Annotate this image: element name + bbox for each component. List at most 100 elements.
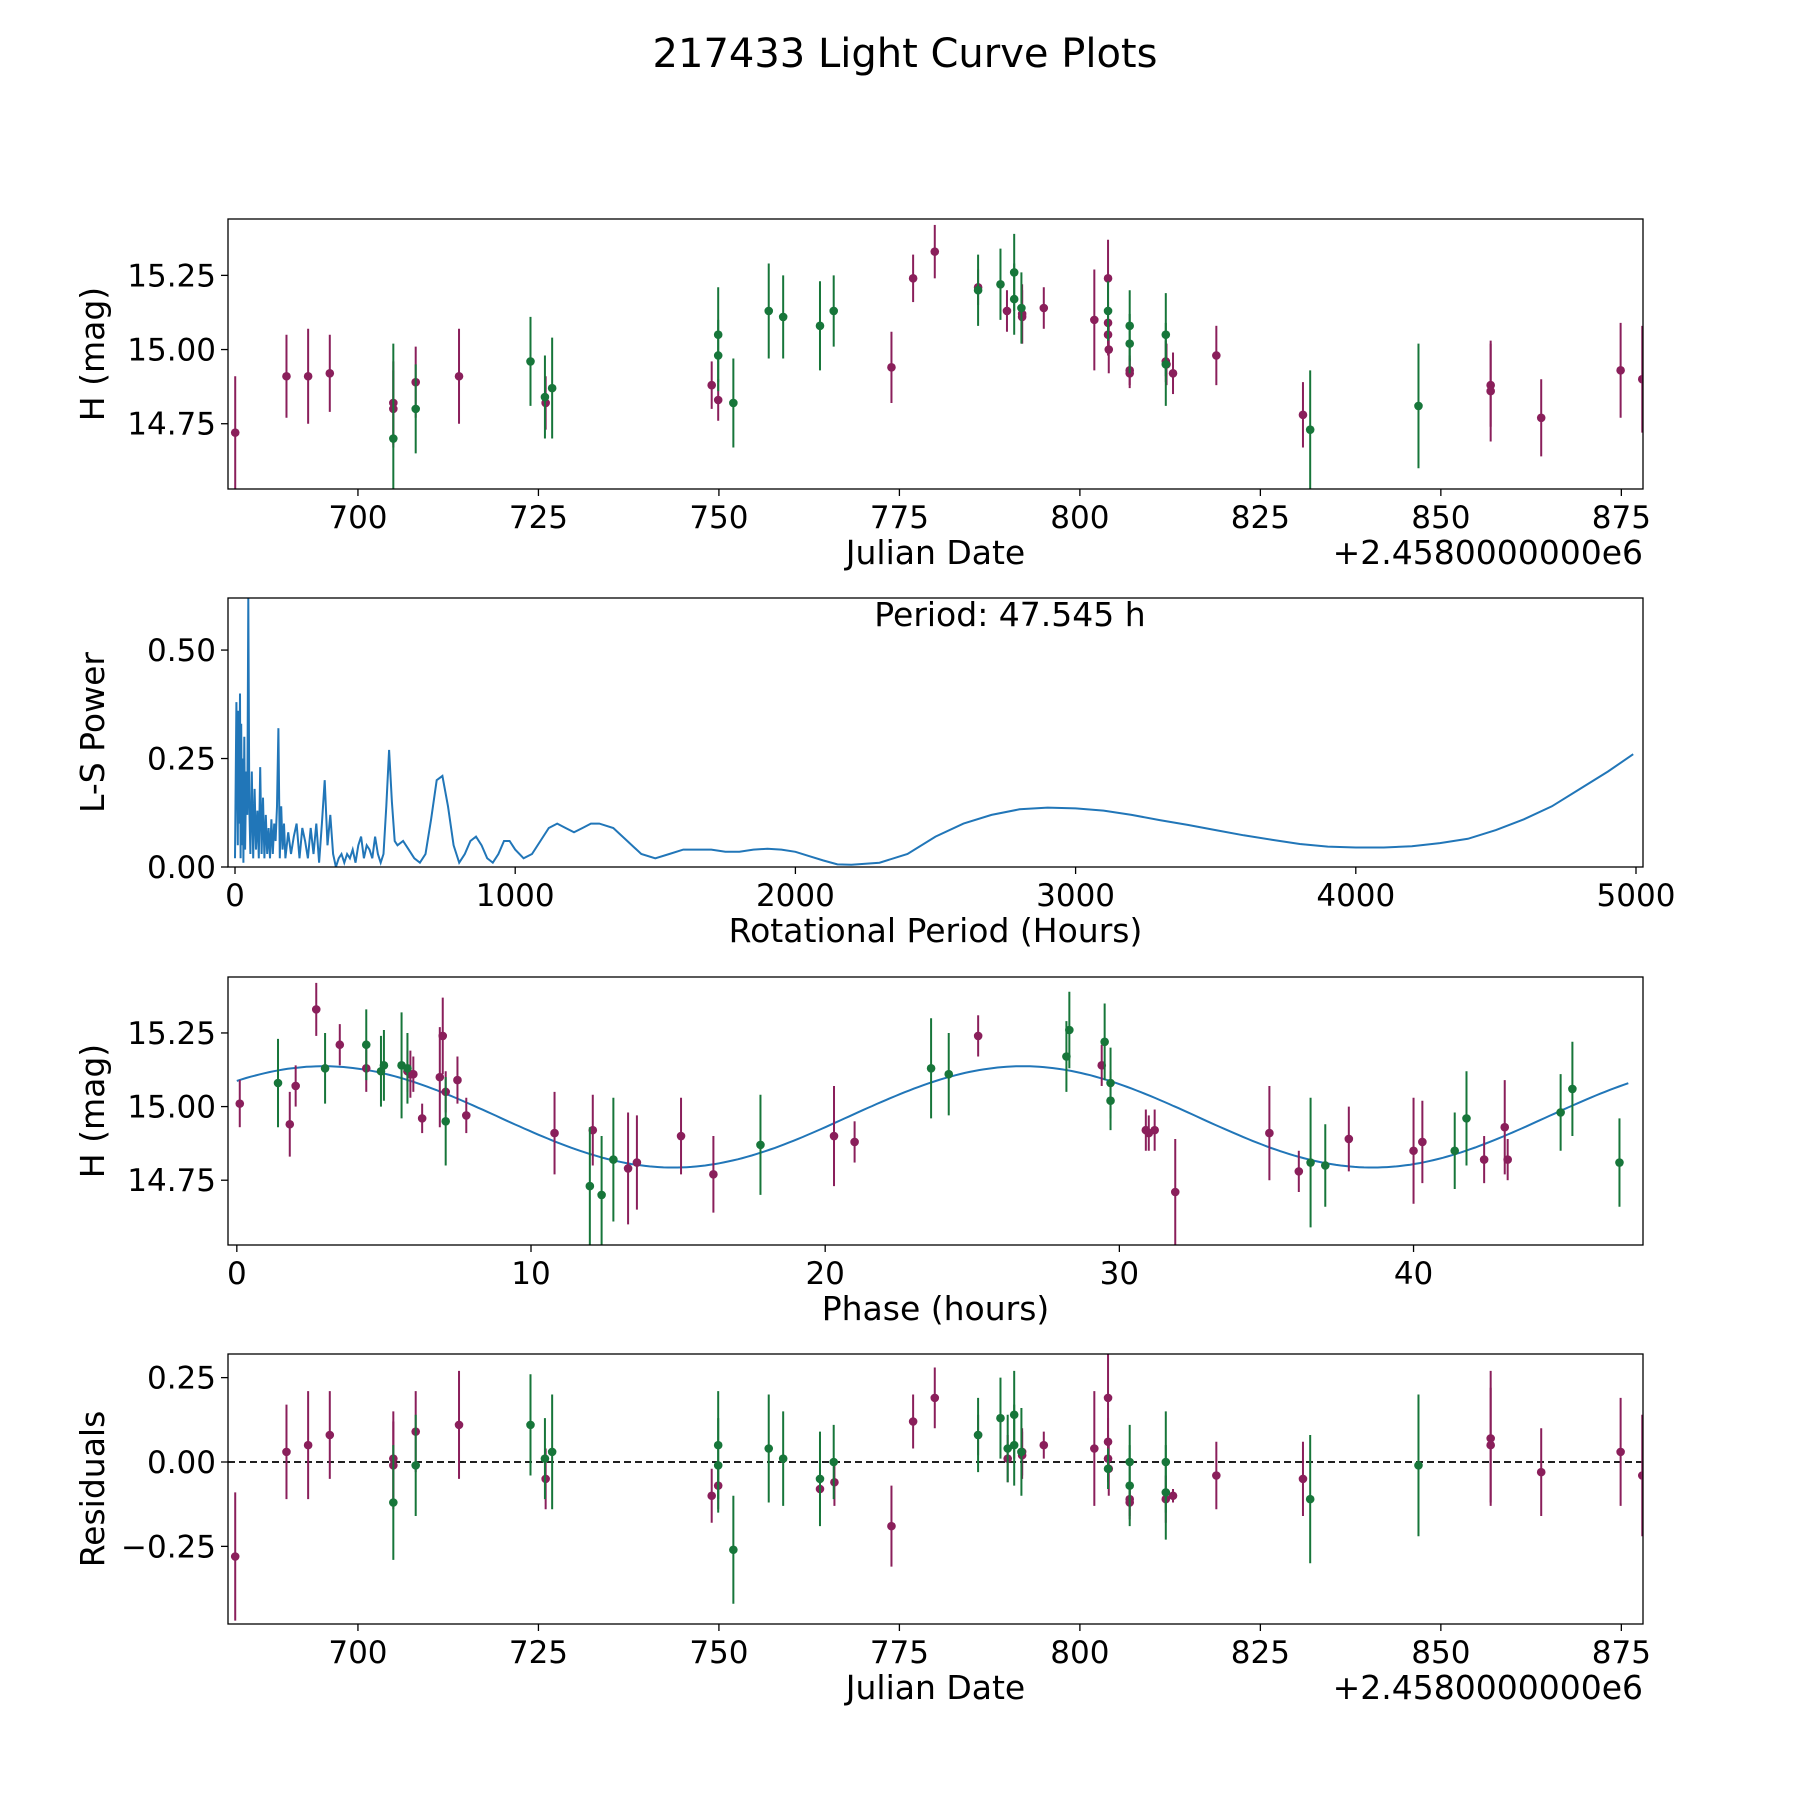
x-tick-label: 2000 [756,878,835,914]
data-point [609,1155,618,1164]
data-point [1065,1025,1074,1035]
data-point [1414,401,1423,411]
data-point [409,1069,418,1079]
x-tick-label: 825 [1231,1635,1290,1671]
data-point [1536,413,1546,423]
data-point [230,1552,240,1561]
axes-frame [227,1353,1644,1625]
data-point [729,398,738,408]
data-point [944,1069,954,1079]
data-point [1170,1187,1180,1197]
axes-frame [227,597,1644,868]
y-axis-label: H (mag) [73,287,112,421]
y-axis-label: L-S Power [73,652,112,813]
y-axis-label: H (mag) [73,1044,112,1178]
data-point [361,1040,371,1050]
data-point [1103,1464,1113,1474]
series-filter-1 [230,1354,1643,1621]
data-point [403,1063,412,1073]
data-point [597,1190,606,1200]
data-point [778,1454,788,1463]
data-point [829,1457,839,1467]
data-point [417,1114,427,1123]
data-point [454,371,464,381]
data-point [1168,368,1178,378]
y-tick-label: 0.25 [147,1361,216,1397]
data-point [908,274,918,283]
data-point [829,1131,839,1141]
data-point [291,1081,300,1091]
data-point [325,1430,335,1440]
data-point [707,380,716,390]
x-axis-label: Rotational Period (Hours) [729,911,1143,950]
data-point [815,1474,825,1484]
x-tick-label: 700 [328,1635,387,1671]
data-point [729,1545,738,1555]
data-point [1409,1146,1418,1156]
data-point [453,1075,462,1085]
data-point [303,371,313,381]
x-tick-label: 10 [511,1256,550,1292]
data-point [1450,1146,1460,1156]
data-point [550,1128,559,1138]
x-tick-label: 825 [1231,500,1290,536]
x-tick-label: 1000 [476,878,555,914]
x-tick-label: 725 [509,500,568,536]
data-point [1556,1108,1565,1117]
y-tick-label: 0.00 [147,1445,216,1481]
data-point [389,434,398,443]
data-point [1298,1474,1308,1484]
x-tick-label: 40 [1394,1256,1433,1292]
data-point [930,1393,940,1403]
data-point [632,1158,642,1167]
data-point [1161,360,1171,369]
plot-area [235,982,1629,1245]
data-point [1161,1488,1171,1497]
data-point [996,279,1005,289]
data-point [764,306,774,316]
data-point [1616,366,1625,375]
series-filter-2 [273,991,1624,1245]
data-point [235,1099,245,1108]
data-point [1090,315,1099,325]
data-point [547,1447,557,1457]
data-point [1637,374,1643,384]
series-filter-2 [389,233,1423,489]
figure-title: 217433 Light Curve Plots [653,31,1158,77]
period-annotation: Period: 47.545 h [874,595,1145,634]
data-point [1002,306,1012,316]
plot-area [234,598,1634,867]
axes-frame [227,976,1644,1246]
data-point [1503,1155,1512,1164]
data-point [1536,1467,1546,1477]
data-point [1100,1037,1109,1047]
plot-area [230,224,1643,489]
x-tick-label: 875 [1592,500,1651,536]
data-point [1418,1137,1427,1147]
data-point [230,428,240,437]
y-tick-label: 0.25 [147,742,216,778]
y-tick-label: 15.00 [127,1090,216,1126]
x-tick-label: 3000 [1036,878,1115,914]
data-point [850,1137,859,1147]
phased-lightcurve-panel: 0 10 20 30 40 14.75 15.00 15.25 Phase (hours) H (… [73,976,1644,1328]
model-fit-curve [236,1065,1629,1169]
data-point [1479,1155,1489,1164]
data-point [1009,268,1019,277]
data-point [325,368,335,378]
data-point [1106,1096,1115,1105]
data-point [1486,1440,1495,1450]
data-point [1637,1471,1643,1480]
data-point [764,1444,774,1453]
y-tick-label: 0.00 [147,850,216,886]
data-point [1265,1128,1274,1138]
x-tick-label: 700 [328,500,387,536]
axes-frame [227,218,1644,490]
x-tick-label: 4000 [1316,878,1395,914]
data-point [540,392,550,402]
data-point [1212,1471,1221,1480]
x-tick-label: 775 [870,1635,929,1671]
data-point [1103,1393,1113,1403]
data-point [320,1063,330,1073]
